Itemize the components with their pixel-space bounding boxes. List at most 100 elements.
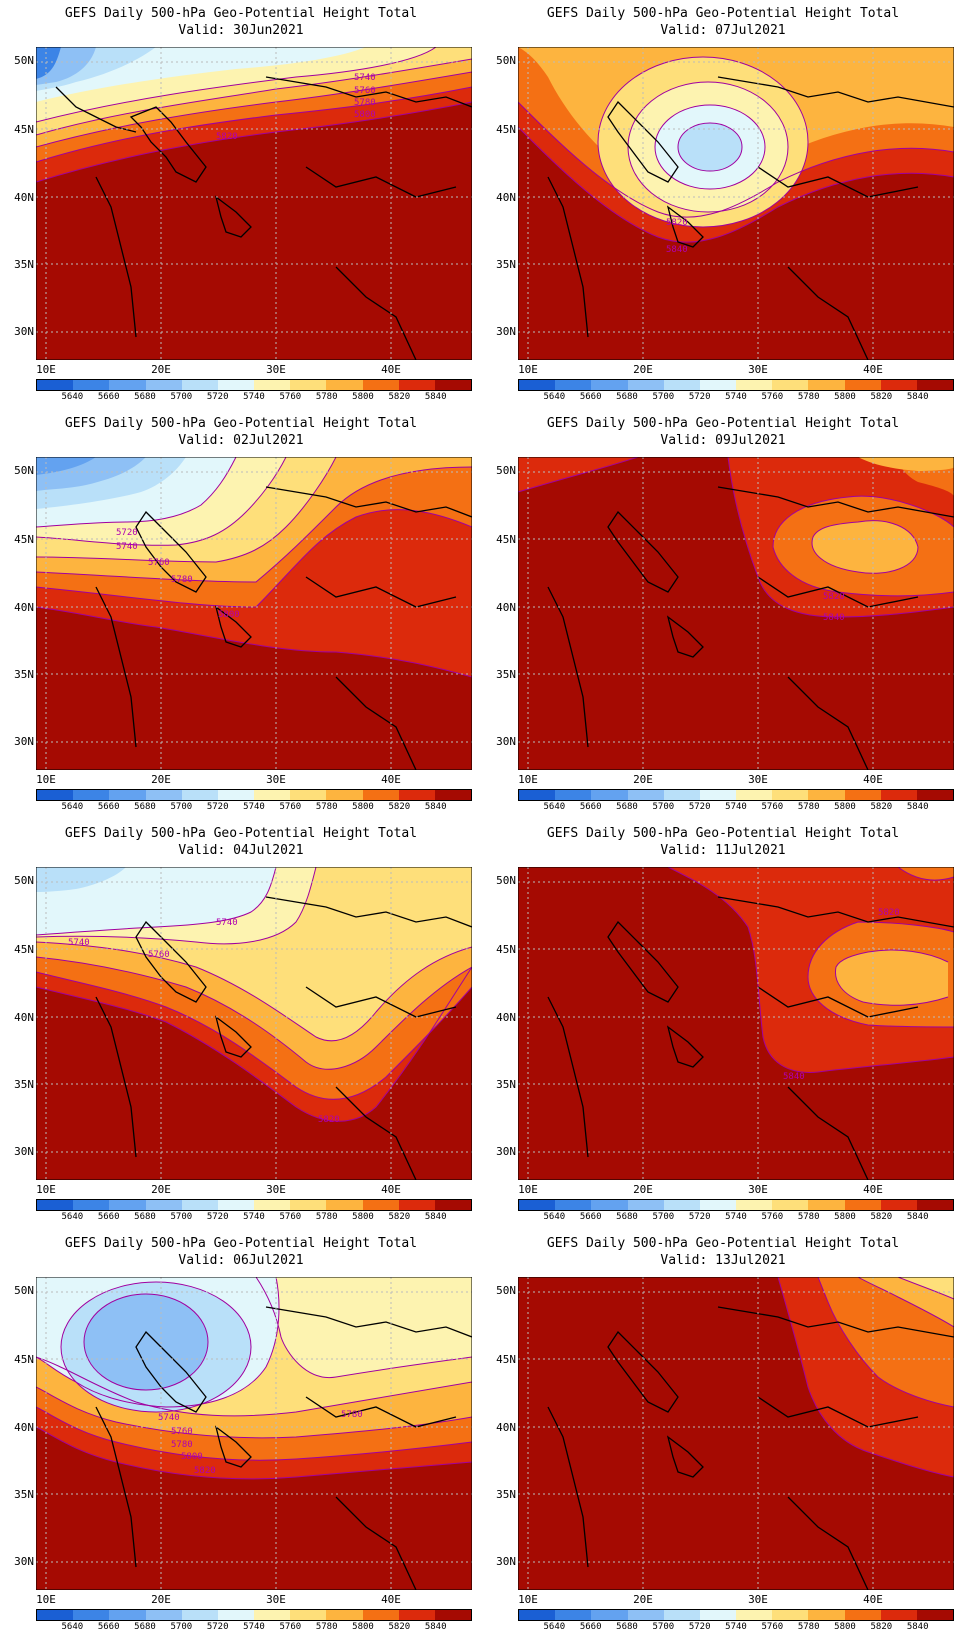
- colorbar-level-label: 5720: [206, 392, 229, 402]
- lat-label: 35N: [14, 1488, 34, 1501]
- colorbar-level-label: 5820: [870, 802, 893, 812]
- contour-label: 5800: [218, 610, 240, 620]
- lon-label: 30E: [748, 1183, 768, 1196]
- colorbar-swatch: [916, 380, 954, 390]
- colorbar-swatch: [145, 380, 182, 390]
- lat-label: 35N: [14, 258, 34, 271]
- lon-label: 10E: [518, 773, 538, 786]
- colorbar-swatch: [181, 790, 218, 800]
- colorbar-level-label: 5700: [652, 802, 675, 812]
- lon-label: 30E: [266, 1593, 286, 1606]
- colorbar-swatch: [217, 1610, 255, 1620]
- colorbar-level-label: 5740: [243, 1212, 265, 1222]
- colorbar-level-label: 5680: [134, 1622, 156, 1632]
- colorbar-level-label: 5720: [688, 1212, 711, 1222]
- colorbar-level-label: 5840: [906, 1622, 929, 1632]
- colorbar-labels: 5640 5660 5680 5700 5720 5740 5760 5780 5800 5820…: [36, 802, 472, 814]
- colorbar-swatch: [290, 380, 327, 390]
- colorbar: [518, 789, 954, 801]
- colorbar-swatch: [362, 790, 399, 800]
- colorbar-swatch: [217, 1200, 255, 1210]
- colorbar-level-label: 5680: [134, 802, 156, 812]
- colorbar-swatch: [772, 380, 809, 390]
- colorbar-level-label: 5680: [616, 1622, 638, 1632]
- panel-title: GEFS Daily 500-hPa Geo-Potential Height …: [64, 416, 418, 431]
- lon-label: 10E: [36, 773, 56, 786]
- colorbar-level-label: 5660: [579, 1622, 602, 1632]
- colorbar-level-label: 5840: [906, 392, 929, 402]
- colorbar-swatch: [326, 1610, 363, 1620]
- colorbar-level-label: 5820: [870, 392, 893, 402]
- panel-valid-date: Valid: 09Jul2021: [660, 433, 786, 448]
- panel-title: GEFS Daily 500-hPa Geo-Potential Height …: [546, 6, 900, 21]
- colorbar-swatch: [591, 1200, 628, 1210]
- colorbar-labels: 5640 5660 5680 5700 5720 5740 5760 5780 5800 5820…: [36, 1622, 472, 1634]
- colorbar-swatch: [217, 790, 255, 800]
- colorbar-level-label: 5640: [543, 392, 566, 402]
- colorbar-swatch: [591, 380, 628, 390]
- colorbar-swatch: [254, 380, 291, 390]
- colorbar-level-label: 5780: [797, 392, 820, 402]
- colorbar-level-label: 5700: [170, 392, 193, 402]
- panel-title: GEFS Daily 500-hPa Geo-Potential Height …: [546, 1236, 900, 1251]
- colorbar-swatch: [73, 1200, 110, 1210]
- contour-map: [518, 1277, 954, 1590]
- colorbar-swatch: [880, 1200, 917, 1210]
- colorbar-level-label: 5840: [424, 1212, 447, 1222]
- colorbar-swatch: [699, 1610, 737, 1620]
- map-panel-09jul2021: GEFS Daily 500-hPa Geo-Potential Height …: [482, 410, 964, 820]
- lat-label: 35N: [496, 258, 516, 271]
- lon-label: 30E: [266, 773, 286, 786]
- lat-label: 40N: [14, 191, 34, 204]
- colorbar-level-label: 5720: [688, 1622, 711, 1632]
- colorbar-swatch: [519, 1610, 556, 1620]
- lat-label: 30N: [14, 735, 34, 748]
- colorbar-level-label: 5780: [797, 802, 820, 812]
- colorbar-level-label: 5820: [870, 1622, 893, 1632]
- colorbar-swatch: [73, 790, 110, 800]
- colorbar-swatch: [181, 1200, 218, 1210]
- contour-label: 5740: [116, 542, 138, 552]
- colorbar-level-label: 5780: [315, 392, 338, 402]
- contour-label: 5840: [666, 245, 688, 255]
- panel-title: GEFS Daily 500-hPa Geo-Potential Height …: [64, 826, 418, 841]
- lon-label: 10E: [518, 1593, 538, 1606]
- colorbar-swatch: [73, 1610, 110, 1620]
- colorbar-level-label: 5700: [652, 392, 675, 402]
- colorbar-level-label: 5660: [579, 1212, 602, 1222]
- contour-label: 5820: [878, 908, 900, 918]
- contour-label: 5820: [823, 592, 845, 602]
- colorbar-swatch: [627, 790, 664, 800]
- colorbar-labels: 5640 5660 5680 5700 5720 5740 5760 5780 5800 5820…: [518, 802, 954, 814]
- panel-valid-date: Valid: 06Jul2021: [178, 1253, 304, 1268]
- panel-valid-date: Valid: 30Jun2021: [178, 23, 304, 38]
- lat-label: 35N: [496, 1078, 516, 1091]
- colorbar-labels: 5640 5660 5680 5700 5720 5740 5760 5780 5800 5820…: [36, 392, 472, 404]
- colorbar-level-label: 5820: [388, 392, 411, 402]
- colorbar-level-label: 5640: [61, 1212, 84, 1222]
- lon-label: 20E: [633, 1183, 653, 1196]
- lon-label: 30E: [748, 773, 768, 786]
- colorbar-level-label: 5800: [834, 1622, 856, 1632]
- lat-label: 30N: [14, 1145, 34, 1158]
- lon-label: 20E: [633, 773, 653, 786]
- colorbar-level-label: 5680: [616, 392, 638, 402]
- lat-label: 35N: [14, 1078, 34, 1091]
- colorbar-swatch: [362, 1610, 399, 1620]
- colorbar-swatch: [37, 380, 74, 390]
- contour-map: 5740 5740 5760 5820: [36, 867, 472, 1180]
- colorbar-swatch: [362, 380, 399, 390]
- lat-label: 50N: [496, 464, 516, 477]
- colorbar-swatch: [434, 1200, 472, 1210]
- colorbar-swatch: [181, 1610, 218, 1620]
- colorbar-swatch: [326, 1200, 363, 1210]
- lon-label: 30E: [748, 1593, 768, 1606]
- colorbar-level-label: 5660: [579, 392, 602, 402]
- lat-label: 35N: [14, 668, 34, 681]
- colorbar-level-label: 5720: [206, 1622, 229, 1632]
- colorbar-level-label: 5760: [761, 802, 784, 812]
- lat-label: 45N: [14, 943, 34, 956]
- colorbar-swatch: [398, 380, 435, 390]
- contour-label: 5740: [216, 918, 238, 928]
- colorbar-level-label: 5720: [688, 392, 711, 402]
